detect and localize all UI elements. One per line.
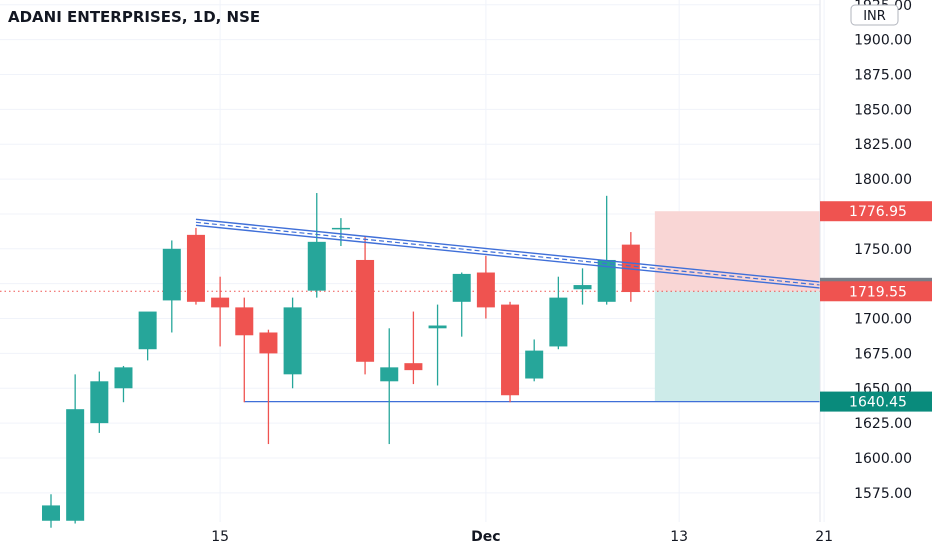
price-tick-label: 1850.00 — [854, 102, 912, 118]
candle-body — [90, 381, 109, 424]
candle-body — [549, 297, 568, 347]
candle-up — [138, 311, 157, 361]
price-badge-bg — [820, 281, 932, 302]
candle-up — [42, 494, 60, 528]
price-tick-label: 1625.00 — [854, 416, 912, 432]
candle-down — [211, 276, 230, 347]
candle-up — [428, 304, 447, 386]
candle-up — [573, 268, 592, 305]
candle-up — [549, 276, 568, 350]
price-tick-label: 1675.00 — [854, 346, 912, 362]
candle-body — [186, 234, 205, 302]
candle-body — [356, 259, 375, 362]
price-badge: 1640.45 — [820, 391, 932, 412]
candle-body — [525, 350, 544, 379]
candle-body — [501, 304, 520, 396]
candle-down — [501, 301, 520, 403]
time-tick-label: 21 — [815, 529, 833, 545]
time-tick-label: 15 — [211, 529, 229, 545]
price-axis[interactable]: 1575.001600.001625.001650.001675.001700.… — [854, 0, 912, 502]
candle-up — [90, 371, 109, 433]
candle-body — [573, 285, 592, 290]
price-badge-bg — [820, 201, 932, 222]
candle-down — [356, 236, 375, 375]
price-tick-label: 1875.00 — [854, 67, 912, 83]
price-tick-label: 1825.00 — [854, 137, 912, 153]
candle-body — [404, 363, 423, 371]
time-axis[interactable]: 15 Dec 13 21 — [211, 529, 833, 545]
candle-up — [283, 297, 302, 389]
price-tick-label: 1750.00 — [854, 242, 912, 258]
price-badge-bg — [820, 391, 932, 412]
price-tick-label: 1575.00 — [854, 486, 912, 502]
candle-up — [162, 240, 181, 333]
candle-down — [235, 297, 254, 403]
candle-body — [597, 259, 616, 302]
stop-loss-zone — [654, 211, 820, 292]
candle-up — [114, 365, 133, 403]
candle-body — [138, 311, 157, 350]
price-badge-label: 1640.45 — [849, 395, 907, 411]
candle-body — [380, 367, 399, 382]
position-zones — [654, 211, 820, 402]
currency-label: INR — [863, 9, 886, 24]
trendline-upper — [195, 218, 849, 286]
candle-body — [162, 248, 181, 301]
trendline[interactable] — [195, 218, 849, 292]
price-tick-label: 1600.00 — [854, 451, 912, 467]
trendline-middle — [195, 221, 849, 289]
candle-up — [380, 328, 399, 445]
candle-up — [331, 218, 350, 247]
candle-up — [66, 374, 85, 524]
price-tick-label: 1800.00 — [854, 172, 912, 188]
horizontal-lines — [0, 290, 820, 403]
take-profit-zone — [654, 291, 820, 402]
currency-button[interactable]: INR — [850, 4, 899, 26]
candle-body — [307, 241, 326, 291]
candle-up — [307, 193, 326, 298]
candle-up — [452, 272, 471, 337]
time-tick-label: Dec — [471, 529, 500, 545]
trendline-lower — [195, 224, 849, 292]
price-badge-label: 1719.55 — [849, 284, 907, 300]
candle-body — [452, 273, 471, 302]
candle-body — [476, 272, 495, 308]
price-tick-label: 1900.00 — [854, 33, 912, 49]
candle-body — [259, 332, 278, 354]
candle-up — [525, 339, 544, 382]
candle-down — [404, 311, 423, 385]
price-badge-label: 1776.95 — [849, 204, 907, 220]
candle-down — [476, 255, 495, 319]
candle-down — [186, 227, 205, 305]
candle-body — [283, 307, 302, 375]
candle-body — [331, 227, 350, 230]
candle-up — [597, 195, 616, 305]
price-tick-label: 1700.00 — [854, 312, 912, 328]
price-badge: 1776.95 — [820, 201, 932, 222]
price-badge: 1719.55 — [820, 281, 932, 302]
candle-down — [259, 329, 278, 445]
candle-body — [428, 325, 447, 329]
candles — [42, 193, 640, 528]
candle-body — [114, 367, 133, 389]
chart-title: ADANI ENTERPRISES, 1D, NSE — [8, 8, 260, 26]
candle-body — [42, 505, 60, 521]
candle-body — [235, 307, 254, 336]
candle-body — [211, 297, 230, 308]
time-tick-label: 13 — [670, 529, 688, 545]
candle-body — [66, 409, 85, 521]
